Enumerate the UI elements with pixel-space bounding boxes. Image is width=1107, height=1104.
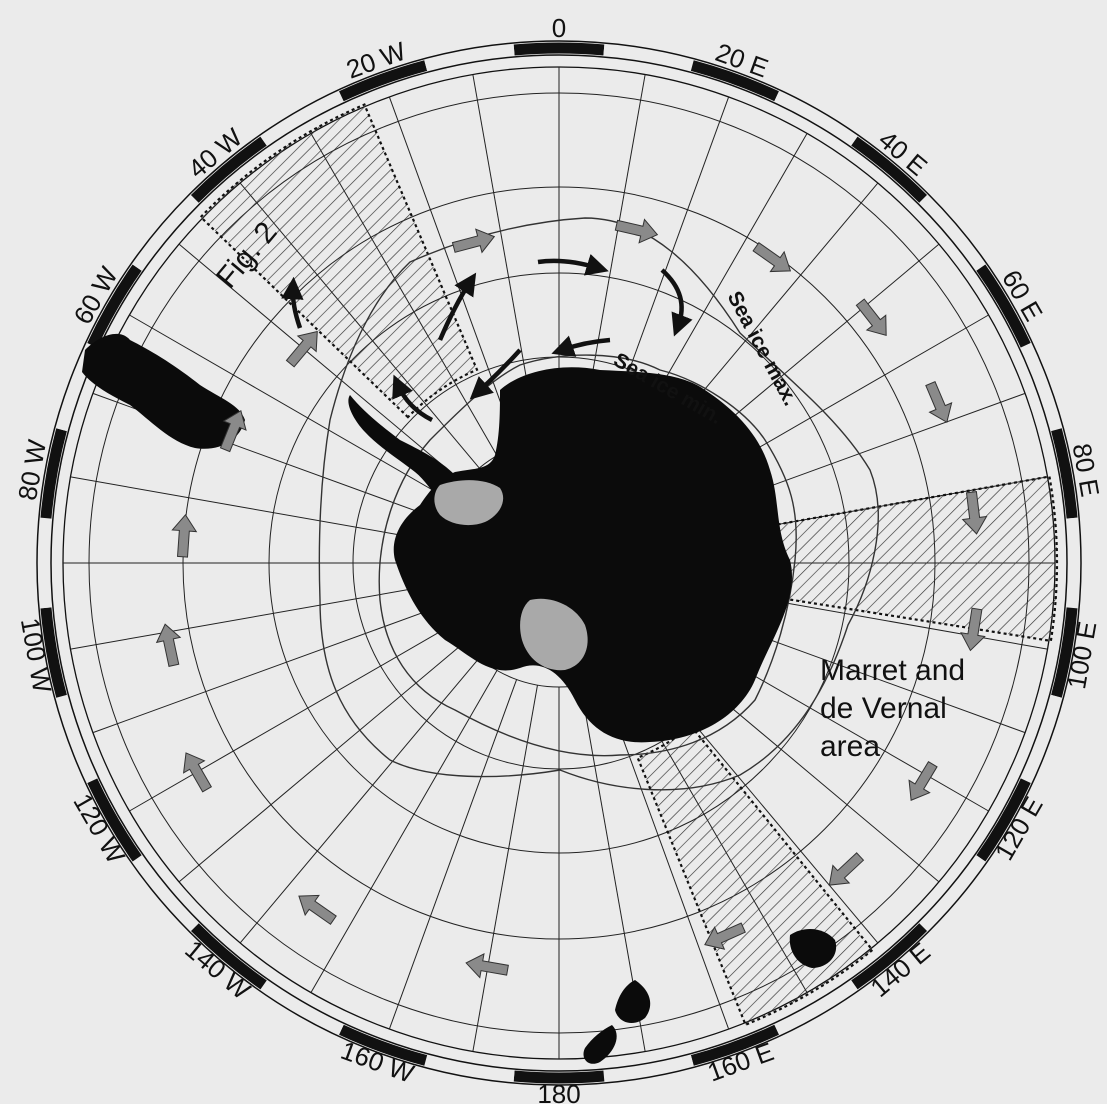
gyre-arrow xyxy=(281,276,304,329)
frame-tick-segment xyxy=(56,694,98,783)
frame-tick-segment xyxy=(87,778,142,862)
meridian-line xyxy=(178,243,465,484)
frame-tick-segment xyxy=(690,60,779,102)
frame-tick-bar xyxy=(38,42,1080,1084)
frame-tick-segment xyxy=(1020,694,1062,783)
gyre-arrow xyxy=(437,272,477,341)
current-arrow xyxy=(960,607,986,652)
new-zealand-south xyxy=(583,1025,617,1064)
weddell-gyre-arrows xyxy=(281,253,693,423)
meridian-line xyxy=(388,679,518,1030)
gyre-arrow xyxy=(660,268,693,337)
frame-tick-segment xyxy=(1020,343,1062,432)
gyre-arrow xyxy=(537,253,609,276)
current-arrow xyxy=(155,623,182,667)
frame-tick-segment xyxy=(513,42,605,56)
meridian-line xyxy=(129,624,452,812)
meridian-line xyxy=(178,642,465,883)
frame-tick-segment xyxy=(690,1024,779,1066)
frame-tick-segment xyxy=(38,517,52,609)
frame-tick-segment xyxy=(976,778,1031,862)
frame-tick-segment xyxy=(774,91,858,146)
meridian-line xyxy=(239,657,480,944)
current-arrow xyxy=(298,894,337,925)
frame-tick-segment xyxy=(919,855,986,932)
frame-tick-segment xyxy=(190,923,267,990)
meridian-line xyxy=(472,685,538,1052)
frame-tick-segment xyxy=(424,1055,515,1082)
current-arrow xyxy=(465,953,509,979)
frame-tick-segment xyxy=(260,980,344,1035)
new-zealand-north xyxy=(615,980,651,1024)
current-arrow xyxy=(285,330,318,368)
frame-tick-segment xyxy=(339,1024,428,1066)
gyre-arrow xyxy=(392,374,434,423)
ross-ice-shelf xyxy=(520,598,588,671)
current-arrow xyxy=(752,242,792,273)
current-arrow xyxy=(614,218,659,244)
current-arrow xyxy=(704,922,746,950)
current-arrow xyxy=(171,513,198,558)
current-arrow xyxy=(182,752,213,793)
frame-tick-segment xyxy=(513,1070,605,1084)
frame-tick-segment xyxy=(603,1055,694,1082)
current-arrow xyxy=(451,228,496,254)
frame-tick-segment xyxy=(1051,607,1078,698)
study-area-label-line2: de Vernal xyxy=(820,692,947,725)
current-arrow xyxy=(855,298,887,336)
current-arrow xyxy=(961,491,988,535)
frame-tick-segment xyxy=(132,855,199,932)
frame-tick-segment xyxy=(603,44,694,71)
frame-tick-segment xyxy=(851,923,928,990)
fig2-sector xyxy=(199,103,479,419)
meridian-line xyxy=(70,584,437,650)
frame-tick-segment xyxy=(40,607,67,698)
frame-tick-segment xyxy=(132,194,199,271)
antarctic-peninsula xyxy=(348,395,455,500)
frame-tick-segment xyxy=(774,980,858,1035)
antarctica-landmass xyxy=(393,367,792,743)
map-frame-outer xyxy=(36,40,1082,1086)
meridian-line xyxy=(70,476,437,542)
frame-tick-segment xyxy=(260,91,344,146)
sea-ice-min-line xyxy=(378,354,797,757)
current-arrow xyxy=(828,852,865,886)
frame-tick-segment xyxy=(190,136,267,203)
current-arrow xyxy=(219,409,247,453)
frame-tick-segment xyxy=(339,60,428,102)
frame-tick-segment xyxy=(87,264,142,348)
south-america-landmass xyxy=(82,333,245,449)
study-area-label-line1: Marret and xyxy=(820,654,965,687)
frame-tick-segment xyxy=(424,44,515,71)
current-arrow xyxy=(925,380,953,424)
frame-tick-segment xyxy=(1066,517,1080,609)
meridian-line xyxy=(388,96,518,447)
tasmania-landmass xyxy=(789,928,837,968)
landmasses xyxy=(82,333,837,1064)
frame-tick-segment xyxy=(919,194,986,271)
study-area-label-line3: area xyxy=(820,730,880,763)
ronne-ice-shelf xyxy=(434,480,504,526)
meridian-label: 0 xyxy=(552,13,566,43)
gyre-arrow xyxy=(551,335,611,357)
frame-tick-segment xyxy=(851,136,928,203)
gyre-arrow xyxy=(469,348,522,400)
frame-tick-segment xyxy=(1051,428,1078,519)
frame-tick-segment xyxy=(40,428,67,519)
meridian-line xyxy=(310,670,498,993)
current-arrow xyxy=(908,760,938,801)
circumpolar-current-arrows xyxy=(155,218,988,979)
meridian-label: 180 xyxy=(537,1079,580,1104)
frame-tick-segment xyxy=(976,264,1031,348)
meridian-line xyxy=(129,314,452,502)
